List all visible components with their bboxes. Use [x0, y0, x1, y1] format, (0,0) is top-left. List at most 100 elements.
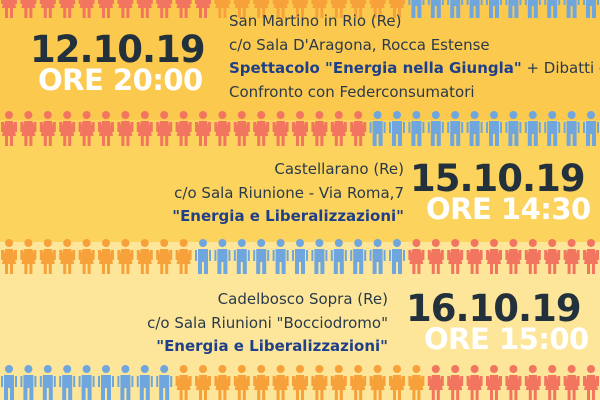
person-icon: [524, 0, 541, 18]
event-2-info: Castellarano (Re) c/o Sala Riunione - Vi…: [172, 158, 404, 229]
person-icon: [292, 0, 308, 18]
person-icon: [505, 111, 522, 146]
person-icon: [389, 111, 405, 146]
person-icon: [214, 239, 231, 274]
person-icon: [311, 365, 328, 400]
event-3-location: Cadelbosco Sopra (Re): [217, 290, 388, 308]
person-icon: [505, 239, 522, 274]
event-3-time: ORE 15:00: [424, 322, 589, 356]
person-icon: [117, 365, 134, 400]
person-icon: [486, 365, 502, 400]
person-icon: [253, 111, 270, 146]
person-icon: [156, 365, 173, 400]
person-icon: [39, 239, 56, 274]
event-3-info: Cadelbosco Sopra (Re) c/o Sala Riunioni …: [147, 288, 388, 359]
person-icon: [214, 111, 231, 146]
person-icon: [136, 111, 153, 146]
band-event-3: [0, 242, 600, 400]
person-icon: [466, 365, 483, 400]
person-icon: [447, 111, 464, 146]
person-icon: [486, 111, 502, 146]
person-icon: [1, 111, 17, 146]
person-icon: [330, 365, 347, 400]
person-icon: [156, 0, 173, 18]
person-icon: [292, 111, 308, 146]
person-icon: [233, 0, 250, 18]
person-icon: [20, 0, 37, 18]
person-icon: [505, 365, 522, 400]
person-icon: [175, 111, 192, 146]
person-icon: [78, 111, 95, 146]
person-icon: [408, 111, 425, 146]
person-icon: [175, 239, 192, 274]
person-icon: [78, 365, 95, 400]
person-icon: [447, 239, 464, 274]
person-icon: [253, 365, 270, 400]
person-icon: [466, 0, 483, 18]
person-icon: [1, 365, 17, 400]
people-row-top: [0, 0, 600, 20]
person-icon: [583, 365, 599, 400]
event-1-title-suffix: + Dibatti e: [521, 59, 600, 77]
person-icon: [389, 0, 405, 18]
band-event-2: [0, 120, 600, 242]
person-icon: [427, 239, 444, 274]
event-2-location: Castellarano (Re): [274, 160, 404, 178]
person-icon: [350, 365, 367, 400]
person-icon: [369, 0, 386, 18]
person-icon: [195, 365, 211, 400]
person-icon: [156, 239, 173, 274]
person-icon: [544, 111, 561, 146]
person-icon: [505, 0, 522, 18]
person-icon: [408, 0, 425, 18]
person-icon: [563, 0, 580, 18]
people-row-1-svg: [1, 111, 599, 146]
person-icon: [98, 111, 114, 146]
event-2-title: "Energia e Liberalizzazioni": [172, 207, 404, 225]
person-icon: [369, 111, 386, 146]
people-row-2-svg: [1, 239, 599, 274]
person-icon: [292, 239, 308, 274]
event-2-time: ORE 14:30: [426, 192, 591, 226]
person-icon: [78, 239, 95, 274]
event-2-venue: c/o Sala Riunione - Via Roma,7: [174, 183, 404, 202]
person-icon: [20, 111, 37, 146]
event-1-date: 12.10.19: [30, 28, 206, 71]
person-icon: [98, 239, 114, 274]
person-icon: [233, 111, 250, 146]
event-1-extra: Confronto con Federconsumatori: [229, 82, 475, 101]
person-icon: [272, 239, 289, 274]
person-icon: [524, 111, 541, 146]
person-icon: [583, 111, 599, 146]
person-icon: [311, 0, 328, 18]
person-icon: [427, 0, 444, 18]
person-icon: [486, 239, 502, 274]
person-icon: [195, 111, 211, 146]
band-event-1: [0, 0, 600, 120]
person-icon: [466, 239, 483, 274]
person-icon: [486, 0, 502, 18]
person-icon: [330, 239, 347, 274]
person-icon: [59, 0, 76, 18]
event-1-time: ORE 20:00: [38, 63, 203, 97]
person-icon: [447, 365, 464, 400]
person-icon: [59, 111, 76, 146]
person-icon: [195, 239, 211, 274]
person-icon: [136, 365, 153, 400]
people-row-1: [0, 110, 600, 148]
event-3-venue: c/o Sala Riunioni "Bocciodromo": [147, 313, 388, 332]
people-row-2: [0, 238, 600, 276]
person-icon: [369, 365, 386, 400]
person-icon: [117, 239, 134, 274]
person-icon: [544, 239, 561, 274]
person-icon: [117, 0, 134, 18]
person-icon: [1, 239, 17, 274]
person-icon: [350, 0, 367, 18]
person-icon: [330, 111, 347, 146]
event-3-date: 16.10.19: [406, 287, 582, 330]
person-icon: [78, 0, 95, 18]
person-icon: [59, 365, 76, 400]
person-icon: [427, 111, 444, 146]
event-1-title-line: Spettacolo "Energia nella Giungla" + Dib…: [229, 57, 600, 81]
person-icon: [292, 365, 308, 400]
